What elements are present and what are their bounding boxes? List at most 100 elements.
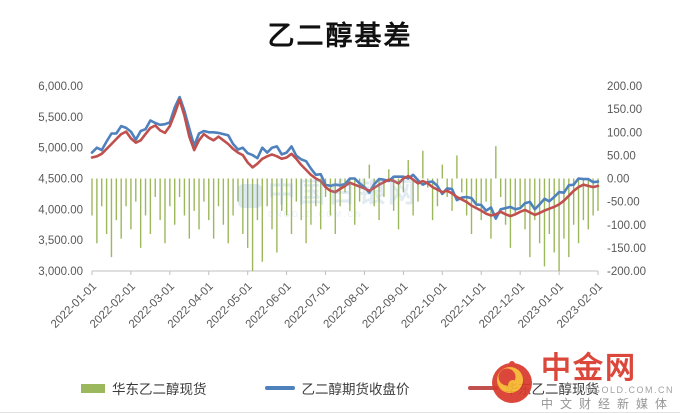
logo-tagline: 中文财经新媒体 [540, 397, 674, 411]
basis-bar [198, 178, 200, 230]
basis-bar [368, 164, 371, 179]
basis-bar [222, 178, 225, 225]
basis-bar [563, 178, 565, 239]
cngold-logo: 中金网 CNGOLD.COM.CN 中文财经新媒体 [489, 354, 674, 410]
right-axis-tick-label: 0.00 [607, 174, 629, 186]
basis-bar [543, 178, 546, 267]
futures-close-line [90, 95, 600, 220]
basis-bar [349, 178, 351, 211]
basis-bar [266, 178, 268, 207]
basis-bar [495, 146, 497, 179]
basis-bar [363, 178, 366, 188]
legend-label: 乙二醇期货收盘价 [301, 382, 410, 397]
basis-bar [261, 178, 263, 262]
basis-bar [558, 178, 560, 271]
basis-bar [461, 178, 463, 193]
basis-bar [548, 178, 551, 234]
line-swatch-icon [467, 386, 498, 390]
basis-bar [110, 178, 113, 258]
right-axis-tick-label: 150.00 [607, 104, 642, 116]
right-axis-tick-label: -50.00 [607, 197, 640, 209]
spot-price-line [90, 98, 600, 218]
basis-bar [315, 178, 317, 207]
basis-bar [251, 178, 254, 271]
basis-bar [232, 178, 234, 216]
basis-bar [174, 178, 176, 225]
basis-bar [334, 178, 336, 234]
basis-bar [300, 178, 302, 221]
basis-bar [246, 178, 249, 248]
basis-bar [373, 178, 375, 207]
basis-bar [441, 164, 444, 179]
bar-swatch-icon [81, 383, 105, 393]
basis-bar [276, 178, 278, 253]
basis-bar [339, 178, 341, 207]
basis-bar [212, 178, 215, 239]
basis-bar [120, 178, 122, 239]
basis-bar [402, 178, 405, 193]
line-swatch-icon [264, 386, 295, 390]
basis-bar [417, 178, 419, 202]
basis-bar [592, 178, 594, 216]
basis-bar [164, 178, 166, 244]
basis-bar [329, 178, 332, 216]
right-axis-tick-label: 200.00 [607, 81, 642, 93]
right-axis-tick-label: 50.00 [607, 150, 636, 162]
basis-bar [407, 160, 409, 179]
basis-bar [271, 178, 273, 230]
left-axis-tick-label: 6,000.00 [38, 81, 83, 93]
basis-bar [397, 178, 400, 230]
right-axis-tick-label: 100.00 [607, 127, 642, 139]
basis-bar [504, 178, 507, 225]
basis-bar [534, 178, 536, 221]
basis-bar [431, 178, 434, 221]
basis-bar [169, 178, 171, 207]
basis-bar [480, 178, 482, 221]
basis-bar [568, 178, 570, 258]
basis-bar [139, 178, 142, 248]
right-axis-tick-label: -200.00 [607, 266, 646, 278]
basis-bar [203, 178, 205, 202]
basis-bar [529, 178, 531, 258]
basis-bar [553, 178, 555, 253]
legend-item-futures-line: 乙二醇期货收盘价 [264, 378, 410, 398]
basis-bar [96, 178, 98, 244]
basis-bar [422, 150, 424, 179]
basis-bar [392, 178, 395, 211]
basis-bar [597, 178, 599, 211]
basis-bar [388, 169, 390, 179]
logo-name: 中金网 [540, 352, 637, 385]
basis-bar [485, 178, 487, 202]
basis-bar [514, 178, 516, 216]
left-axis-tick-label: 5,500.00 [38, 112, 83, 124]
basis-bar [154, 178, 156, 197]
basis-bar [572, 178, 575, 225]
basis-bar [115, 178, 118, 221]
chart-title: 乙二醇基差 [267, 21, 413, 52]
basis-bar [242, 178, 244, 234]
basis-bar [281, 178, 283, 211]
basis-bar [295, 178, 298, 202]
legend-item-spot-bar: 华东乙二醇现货 [81, 378, 207, 398]
basis-bar [256, 178, 259, 221]
basis-bar [237, 178, 239, 202]
legend-label: 华东乙二醇现货 [112, 382, 207, 397]
left-axis-tick-label: 5,000.00 [38, 143, 83, 155]
basis-bar [149, 178, 152, 234]
basis-bar [105, 178, 108, 234]
right-axis-tick-label: -150.00 [607, 243, 646, 255]
right-axis-tick-label: -100.00 [607, 220, 646, 232]
basis-bar [144, 178, 147, 216]
basis-bar [188, 178, 191, 239]
basis-bar [217, 178, 220, 207]
basis-bar [130, 178, 132, 230]
basis-bar [378, 178, 380, 221]
basis-bar [125, 178, 127, 207]
basis-bar [135, 178, 137, 202]
basis-bar [475, 178, 478, 207]
basis-bars [91, 146, 599, 271]
basis-bar [577, 178, 580, 244]
basis-bar [358, 178, 361, 202]
basis-bar [183, 178, 186, 216]
